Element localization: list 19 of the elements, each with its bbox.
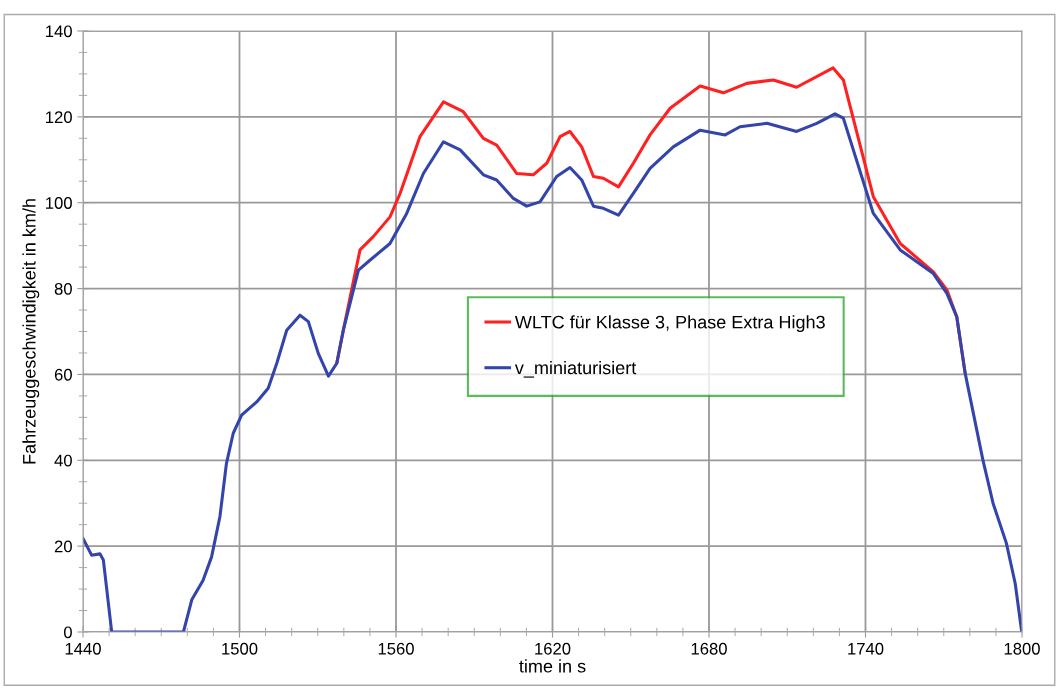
x-tick-label: 1620 — [535, 642, 571, 655]
y-tick-label: 20 — [54, 540, 72, 553]
y-tick-label: 80 — [54, 282, 72, 295]
y-tick-label: 60 — [54, 368, 72, 381]
y-tick-label: 140 — [46, 25, 72, 38]
x-tick-label: 1680 — [691, 642, 727, 655]
x-axis-title: time in s — [519, 659, 586, 673]
x-tick-label: 1740 — [848, 642, 884, 655]
x-tick-label: 1560 — [378, 642, 414, 655]
y-axis-title: Fahrzeuggeschwindigkeit in km/h — [22, 199, 40, 464]
legend-label: v_miniaturisiert — [514, 360, 637, 378]
x-tick-label: 1500 — [222, 642, 258, 655]
legend-label: WLTC für Klasse 3, Phase Extra High3 — [514, 315, 825, 333]
y-tick-label: 40 — [54, 454, 72, 467]
y-tick-label: 120 — [46, 111, 72, 124]
x-tick-label: 1440 — [65, 642, 101, 655]
y-tick-label: 0 — [63, 626, 72, 639]
y-tick-label: 100 — [46, 197, 72, 209]
x-tick-label: 1800 — [1004, 642, 1040, 655]
